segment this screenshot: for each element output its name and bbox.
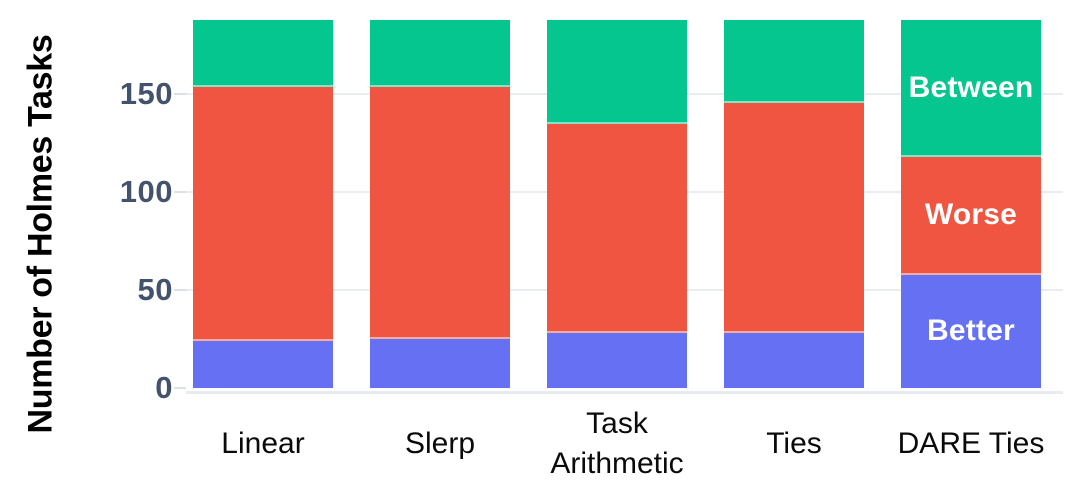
x-category-label-linear: Linear — [221, 427, 305, 460]
bar-dare-ties-segment-worse[interactable]: Worse — [901, 157, 1041, 275]
bar-slerp — [370, 20, 510, 388]
bar-task-arithmetic-segment-better[interactable] — [547, 333, 687, 388]
bar-linear-segment-better[interactable] — [193, 341, 333, 388]
bar-ties-segment-worse[interactable] — [724, 102, 864, 334]
bar-ties — [724, 20, 864, 388]
y-tick-label-0: 0 — [155, 369, 173, 405]
x-category-label-task-arithmetic: Task Arithmetic — [550, 407, 684, 480]
bar-slerp-segment-better[interactable] — [370, 339, 510, 388]
legend-label-better: Better — [927, 314, 1015, 348]
y-tick-mark-150 — [174, 93, 186, 96]
y-tick-mark-50 — [174, 288, 186, 291]
bar-linear-segment-between[interactable] — [193, 20, 333, 87]
y-tick-mark-100 — [174, 191, 186, 193]
bar-slerp-segment-between[interactable] — [370, 20, 510, 87]
y-tick-label-50: 50 — [137, 271, 173, 307]
x-category-label-dare-ties: DARE Ties — [897, 427, 1045, 460]
bar-task-arithmetic-segment-between[interactable] — [547, 20, 687, 125]
bar-linear — [193, 20, 333, 388]
x-axis-line — [186, 391, 1063, 394]
bar-dare-ties: Better Worse Between — [901, 20, 1041, 388]
y-tick-label-150: 150 — [119, 76, 173, 112]
bar-linear-segment-worse[interactable] — [193, 86, 333, 342]
x-category-label-ties: Ties — [766, 427, 822, 460]
legend-label-worse: Worse — [924, 197, 1018, 231]
bar-task-arithmetic — [547, 20, 687, 388]
x-category-label-slerp: Slerp — [404, 427, 476, 460]
bar-slerp-segment-worse[interactable] — [370, 86, 510, 340]
legend-label-between: Between — [908, 70, 1034, 104]
bar-ties-segment-better[interactable] — [724, 333, 864, 388]
bar-task-arithmetic-segment-worse[interactable] — [547, 124, 687, 334]
y-tick-mark-0 — [174, 386, 186, 389]
y-tick-label-100: 100 — [119, 174, 173, 209]
bar-dare-ties-segment-better[interactable]: Better — [901, 274, 1041, 388]
bar-dare-ties-segment-between[interactable]: Between — [901, 20, 1041, 158]
bar-ties-segment-between[interactable] — [724, 20, 864, 103]
